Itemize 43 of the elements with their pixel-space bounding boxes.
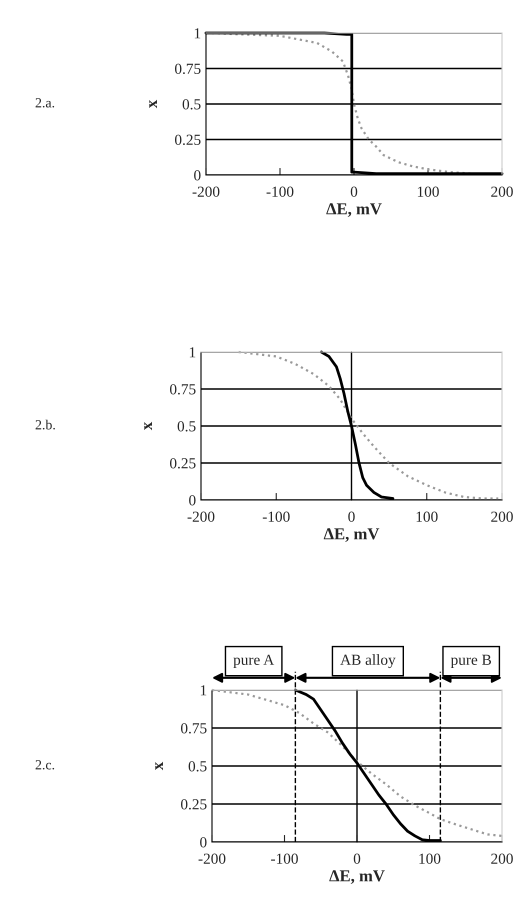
- x-axis-title: ΔE, mV: [324, 528, 380, 542]
- text: pure B: [450, 654, 492, 668]
- x-tick-label: 0: [350, 186, 358, 197]
- text: AB alloy: [340, 654, 396, 668]
- x-tick-label: 100: [416, 512, 438, 522]
- y-tick-label: 0.5: [188, 761, 207, 772]
- y-tick-label: 0.25: [180, 799, 207, 810]
- y-tick-label: 0: [189, 495, 196, 506]
- y-tick-label: 0.75: [174, 64, 201, 74]
- text: 2.a.: [36, 98, 54, 108]
- text: pure A: [233, 654, 274, 668]
- y-axis-title: x: [144, 422, 152, 430]
- y-axis-title: x: [149, 100, 157, 108]
- y-tick-label: 0: [194, 170, 201, 180]
- y-tick-label: 0.75: [180, 723, 207, 734]
- x-tick-label: -200: [188, 512, 214, 522]
- x-axis-title: ΔE, mV: [329, 870, 385, 884]
- text: 2.b.: [36, 420, 55, 430]
- x-tick-label: 200: [491, 512, 513, 522]
- line-series: [238, 350, 500, 500]
- text: 2.c.: [36, 760, 54, 770]
- x-tick-label: -100: [266, 186, 294, 197]
- x-tick-label: -100: [262, 512, 290, 522]
- x-tick-label: 100: [419, 854, 440, 864]
- y-tick-label: 1: [190, 347, 196, 358]
- x-tick-label: -200: [192, 186, 220, 197]
- y-axis-title: x: [155, 762, 163, 770]
- y-tick-label: 0.25: [174, 134, 201, 146]
- x-tick-label: 200: [491, 854, 513, 864]
- x-tick-label: -100: [271, 854, 298, 864]
- x-tick-label: 0: [348, 512, 355, 522]
- x-tick-label: -200: [198, 854, 226, 864]
- y-tick-label: 1: [200, 685, 206, 696]
- x-tick-label: 0: [354, 854, 360, 864]
- y-tick-label: 0.5: [178, 421, 196, 432]
- y-tick-label: 0.75: [170, 384, 196, 395]
- y-tick-label: 0.5: [182, 99, 201, 110]
- x-tick-label: 200: [491, 186, 513, 197]
- y-tick-label: 0: [200, 837, 207, 848]
- x-axis-title: ΔE, mV: [326, 203, 382, 217]
- y-tick-label: 1: [194, 28, 200, 38]
- y-tick-label: 0.25: [170, 458, 196, 469]
- x-tick-label: 100: [418, 186, 439, 197]
